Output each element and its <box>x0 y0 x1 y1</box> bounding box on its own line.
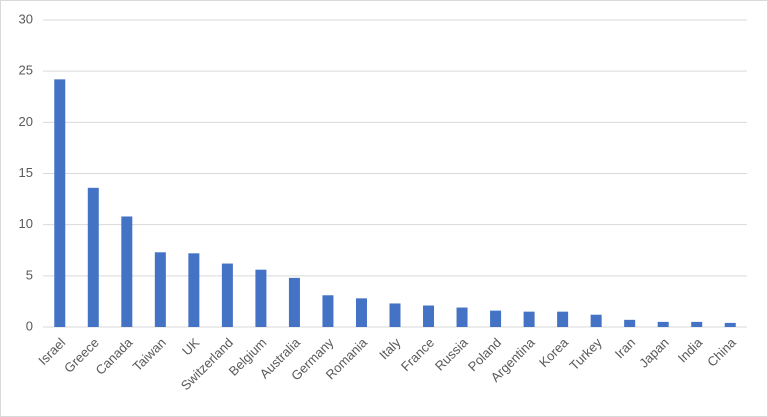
bar <box>389 303 401 327</box>
y-tick-label: 20 <box>19 114 33 129</box>
bar <box>288 277 300 327</box>
bar <box>121 216 133 327</box>
bar <box>456 307 468 327</box>
bar <box>87 187 99 327</box>
bar <box>490 310 502 327</box>
bar <box>54 79 66 327</box>
y-tick-label: 10 <box>19 216 33 231</box>
y-tick-label: 25 <box>19 63 33 78</box>
y-tick-label: 0 <box>26 318 33 333</box>
bar <box>691 321 703 327</box>
bar <box>255 269 267 327</box>
y-tick-label: 30 <box>19 11 33 26</box>
y-tick-label: 15 <box>19 165 33 180</box>
bar <box>523 311 535 327</box>
bar <box>355 298 367 327</box>
bar <box>590 314 602 327</box>
bar <box>624 319 636 327</box>
bar <box>188 253 200 327</box>
bar <box>423 305 435 327</box>
bar <box>322 295 334 327</box>
bar <box>557 311 569 327</box>
y-tick-label: 5 <box>26 267 33 282</box>
bar <box>724 322 736 327</box>
bar <box>154 252 166 327</box>
bar <box>221 263 233 327</box>
bar <box>657 321 669 327</box>
